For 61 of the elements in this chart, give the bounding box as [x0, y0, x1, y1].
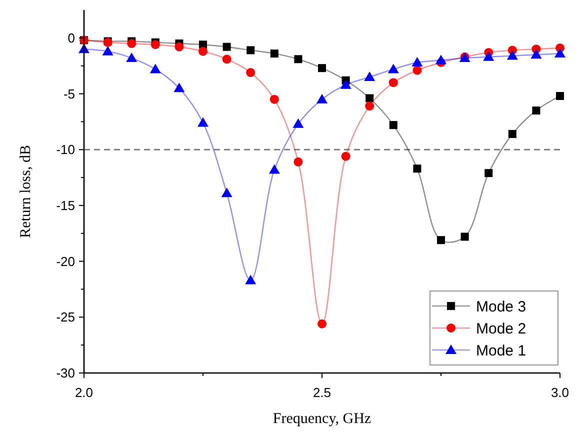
point	[102, 46, 114, 56]
point	[268, 164, 280, 174]
point	[530, 49, 542, 59]
point	[506, 50, 518, 60]
legend-label: Mode 2	[476, 320, 526, 338]
point	[174, 42, 184, 52]
point	[556, 92, 564, 100]
point	[126, 52, 138, 62]
legend-label: Mode 1	[476, 342, 526, 360]
point	[366, 94, 374, 102]
point	[389, 121, 398, 130]
point	[484, 169, 493, 178]
point	[292, 118, 304, 128]
point	[460, 232, 469, 241]
y-tick-label: -25	[56, 310, 75, 325]
y-tick-label: -30	[56, 366, 75, 381]
point	[412, 56, 423, 66]
point	[270, 50, 278, 58]
legend-label: Mode 3	[476, 298, 526, 316]
point	[388, 64, 399, 74]
point	[413, 164, 422, 173]
y-axis-title: Return loss, dB	[18, 145, 34, 238]
point	[294, 157, 303, 166]
point	[532, 106, 540, 115]
point	[174, 82, 185, 92]
point	[270, 94, 279, 104]
point	[221, 188, 232, 198]
point	[150, 40, 160, 50]
point	[246, 68, 256, 78]
y-tick-label: 0	[68, 30, 75, 46]
point	[340, 79, 352, 89]
point	[246, 46, 255, 54]
y-tick-label: -5	[63, 86, 75, 102]
point	[437, 236, 445, 244]
point	[222, 42, 231, 51]
point	[245, 274, 256, 284]
x-tick-label: 3.0	[550, 385, 570, 400]
y-tick-label: -15	[56, 198, 75, 214]
point	[554, 48, 566, 58]
point	[483, 51, 494, 61]
y-tick-label: -20	[56, 254, 75, 269]
point	[222, 54, 232, 64]
point	[318, 319, 326, 328]
point	[198, 117, 208, 127]
point	[388, 78, 398, 88]
x-tick-label: 2.5	[312, 385, 332, 400]
point	[436, 54, 446, 64]
point	[364, 72, 376, 82]
x-tick-label: 2.0	[74, 385, 94, 400]
point	[150, 64, 161, 74]
point	[198, 46, 208, 56]
point	[294, 55, 302, 64]
point	[508, 130, 516, 138]
point	[318, 64, 326, 72]
point	[412, 66, 422, 75]
x-axis-title: Frequency, GHz	[272, 411, 372, 427]
y-tick-label: -10	[56, 142, 75, 158]
point	[316, 94, 328, 104]
point	[341, 152, 350, 161]
point	[365, 102, 374, 111]
point	[127, 39, 136, 48]
